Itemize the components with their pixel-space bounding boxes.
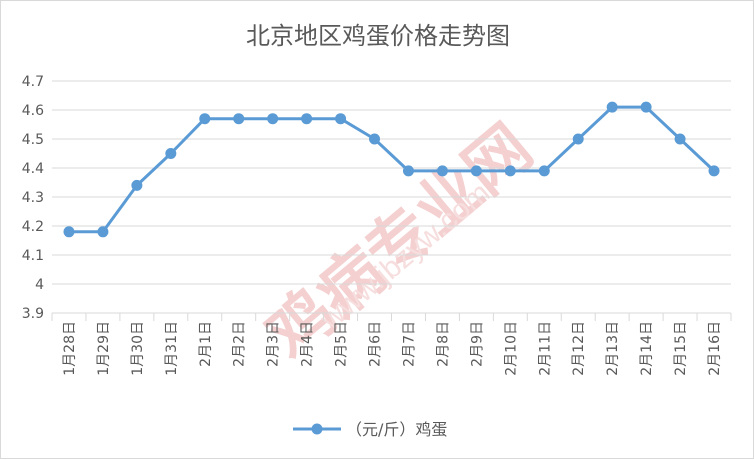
x-tick-label: 2月12日 bbox=[571, 321, 587, 376]
y-tick-label: 4.7 bbox=[22, 74, 44, 90]
data-point bbox=[301, 113, 313, 125]
x-tick-label: 2月3日 bbox=[266, 321, 282, 367]
data-point bbox=[640, 101, 652, 113]
series-layer bbox=[63, 101, 720, 238]
x-tick-label: 2月1日 bbox=[198, 321, 214, 367]
y-tick-label: 4.3 bbox=[22, 190, 44, 206]
x-tick-label: 1月30日 bbox=[130, 321, 146, 376]
data-point bbox=[538, 165, 550, 177]
data-point bbox=[97, 226, 109, 238]
data-point bbox=[199, 113, 211, 125]
x-tick-label: 2月7日 bbox=[401, 321, 417, 367]
data-point bbox=[572, 133, 584, 145]
y-tick-label: 4.1 bbox=[22, 248, 44, 264]
x-tick-label: 2月5日 bbox=[334, 321, 350, 367]
watermark: 鸡病专业网 www.jbzyw.com bbox=[254, 111, 545, 372]
x-tick-label: 2月8日 bbox=[435, 321, 451, 367]
x-tick-label: 1月29日 bbox=[96, 321, 112, 376]
data-point bbox=[131, 179, 143, 191]
data-point bbox=[63, 226, 75, 238]
data-point bbox=[369, 133, 381, 145]
x-tick-label: 1月31日 bbox=[164, 321, 180, 376]
y-tick-label: 4 bbox=[35, 277, 44, 293]
y-tick-label: 4.6 bbox=[22, 103, 44, 119]
x-tick-label: 2月9日 bbox=[469, 321, 485, 367]
x-tick-label: 2月11日 bbox=[537, 321, 553, 376]
x-tick-label: 2月2日 bbox=[232, 321, 248, 367]
data-point bbox=[267, 113, 279, 125]
y-tick-label: 3.9 bbox=[22, 306, 44, 322]
x-tick-label: 2月10日 bbox=[503, 321, 519, 376]
series-line bbox=[68, 105, 716, 234]
data-point bbox=[606, 101, 618, 113]
x-tick-label: 2月4日 bbox=[300, 321, 316, 367]
data-point bbox=[233, 113, 245, 125]
legend-label: （元/斤）鸡蛋 bbox=[346, 420, 447, 439]
data-point bbox=[335, 113, 347, 125]
data-point bbox=[674, 133, 686, 145]
legend: （元/斤）鸡蛋 bbox=[293, 420, 447, 439]
data-point bbox=[436, 165, 448, 177]
grid bbox=[51, 80, 732, 321]
x-tick-label: 2月13日 bbox=[605, 321, 621, 376]
legend-dot-marker bbox=[311, 423, 323, 435]
y-tick-label: 4.2 bbox=[22, 219, 44, 235]
data-point bbox=[504, 165, 516, 177]
x-tick-label: 2月16日 bbox=[707, 321, 723, 376]
data-point bbox=[708, 165, 720, 177]
y-tick-label: 4.4 bbox=[22, 161, 44, 177]
x-tick-label: 2月6日 bbox=[368, 321, 384, 367]
chart-title: 北京地区鸡蛋价格走势图 bbox=[246, 22, 510, 50]
x-tick-label: 2月15日 bbox=[673, 321, 689, 376]
data-point bbox=[402, 165, 414, 177]
data-point bbox=[470, 165, 482, 177]
y-axis: 3.9 4 4.1 4.2 4.3 4.4 4.5 4.6 4.7 bbox=[22, 74, 44, 322]
x-axis: 1月28日 1月29日 1月30日 1月31日 2月1日 2月2日 2月3日 2月4日 2月5日… bbox=[62, 321, 723, 376]
x-tick-label: 2月14日 bbox=[639, 321, 655, 376]
x-tick-label: 1月28日 bbox=[62, 321, 78, 376]
y-tick-label: 4.5 bbox=[22, 132, 44, 148]
data-point bbox=[165, 148, 177, 159]
